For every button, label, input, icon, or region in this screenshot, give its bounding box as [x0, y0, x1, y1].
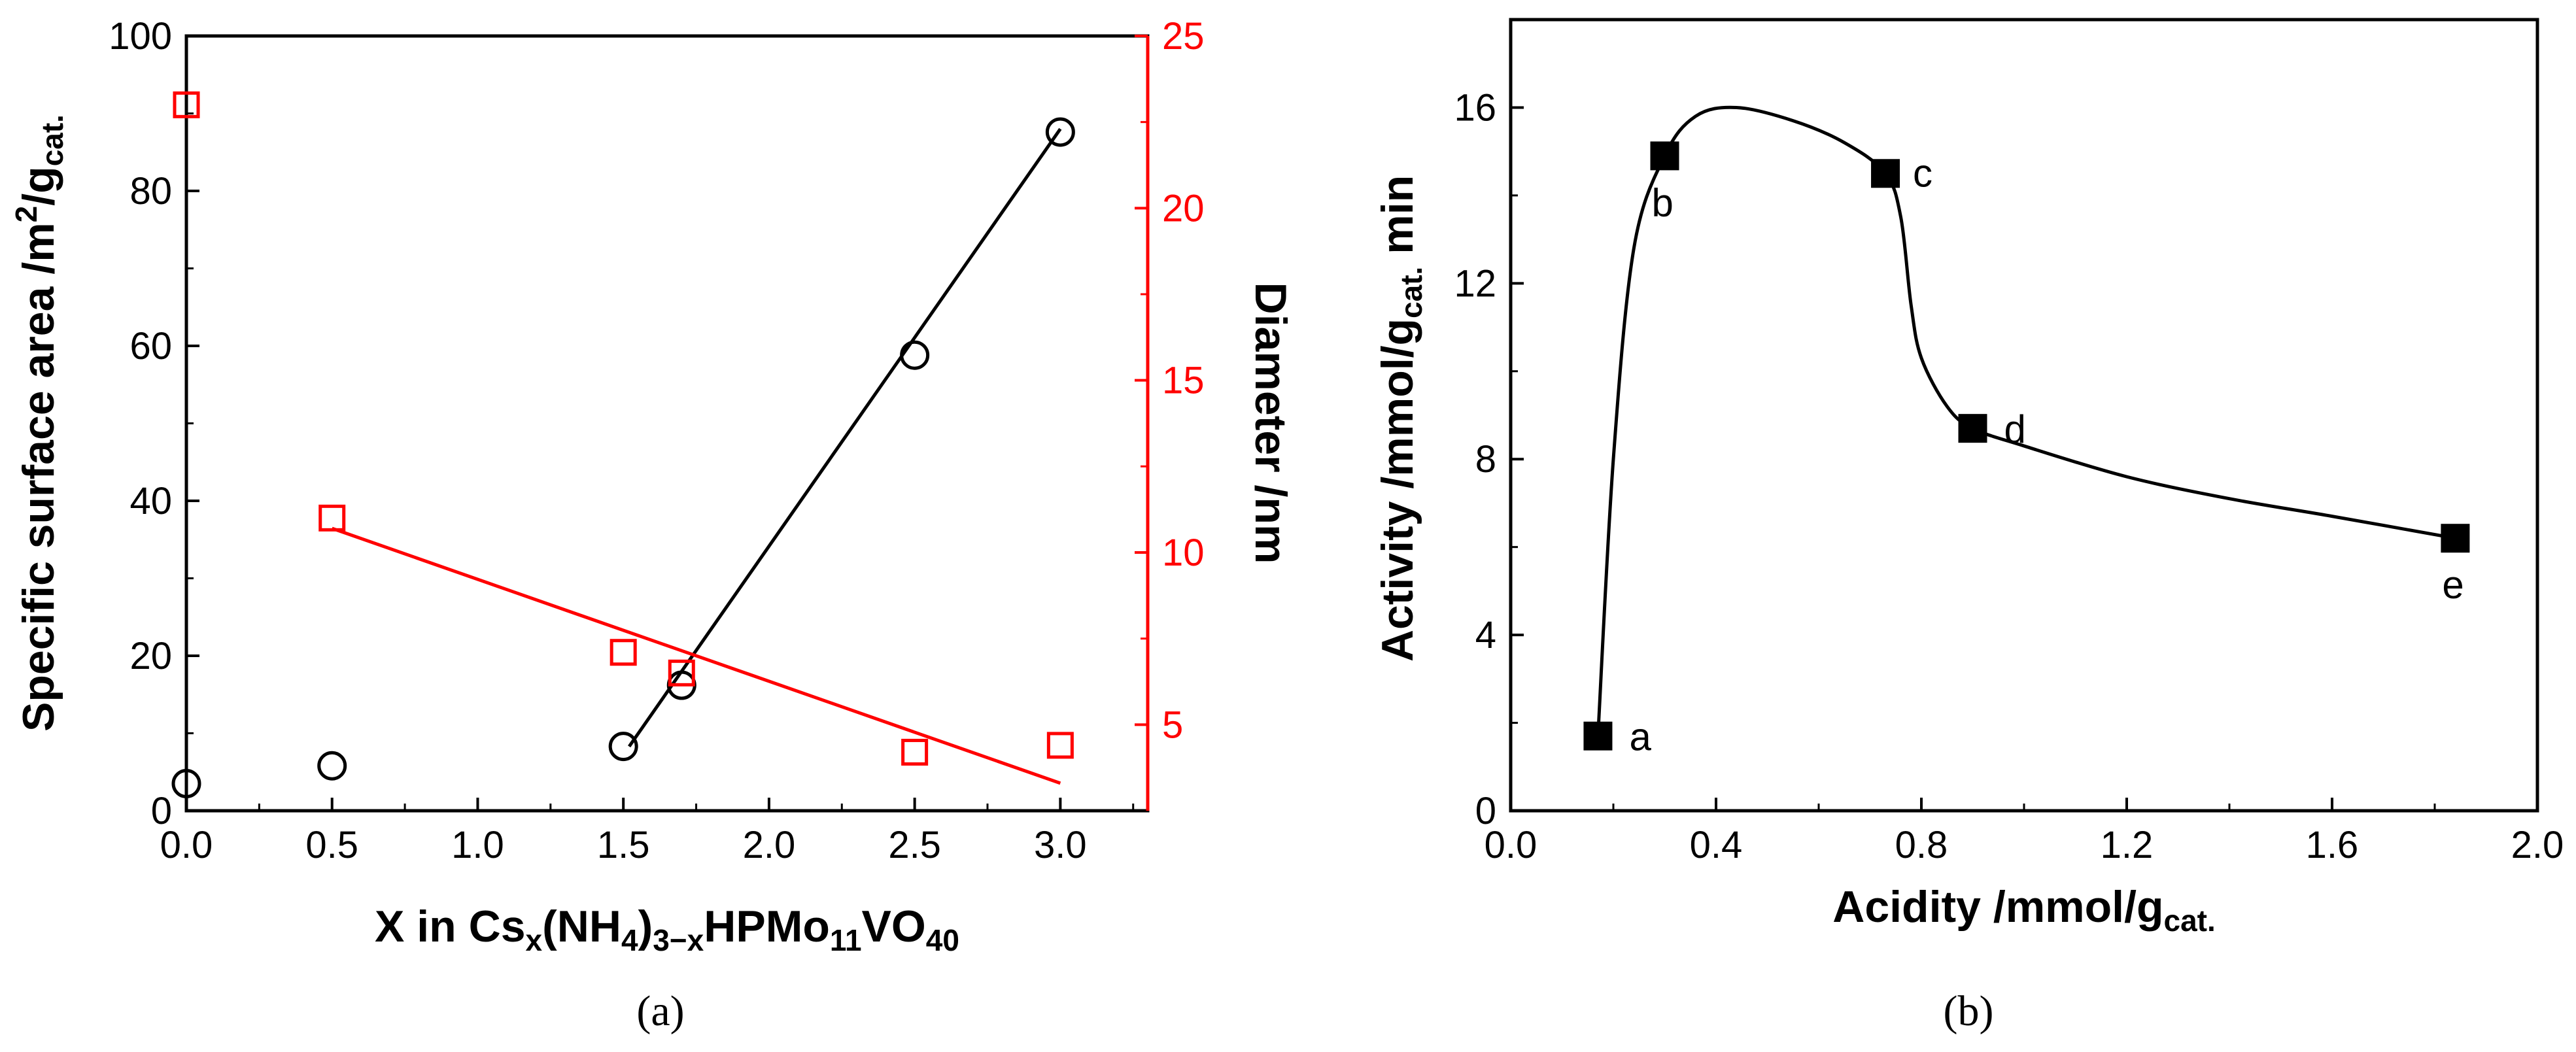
activity-point: [1650, 141, 1679, 171]
y-tick-label-left-a: 100: [109, 15, 172, 58]
fit-line-surface-area: [628, 127, 1062, 748]
y-tick-label-left-a: 40: [129, 480, 172, 522]
panel-caption-b: (b): [1944, 987, 1994, 1035]
diameter-point: [901, 738, 929, 766]
activity-point: [1583, 721, 1613, 751]
panel-caption-a: (a): [636, 987, 684, 1035]
y-tick-label-left-a: 60: [129, 325, 172, 367]
diameter-point: [318, 504, 346, 532]
y-tick-label-right-a: 15: [1162, 360, 1205, 402]
x-tick-label-b: 1.6: [2306, 824, 2359, 866]
x-axis-title-a: X in Csx(NH4)3−xHPMo11VO40: [375, 902, 959, 957]
y-tick-label-b: 16: [1454, 86, 1496, 129]
x-tick-label-b: 0.4: [1690, 824, 1743, 866]
y-tick-label-left-a: 0: [151, 790, 172, 832]
point-label: d: [2004, 407, 2026, 451]
x-tick-label-a: 1.0: [451, 824, 504, 866]
markers-b: a b c d e: [1583, 141, 2470, 759]
y-tick-label-right-a: 20: [1162, 187, 1205, 229]
y-tick-label-b: 4: [1475, 614, 1496, 656]
y-tick-label-b: 0: [1475, 790, 1496, 832]
y-axis-title-right-a: Diameter /nm: [1246, 282, 1296, 564]
activity-point: [2441, 524, 2470, 553]
surface-area-point: [608, 732, 638, 762]
activity-curve: [1596, 105, 2456, 736]
diameter-point: [1046, 732, 1074, 759]
diameter-point: [610, 639, 637, 666]
y-tick-label-right-a: 5: [1162, 704, 1183, 746]
y-tick-label-b: 12: [1454, 262, 1496, 305]
point-label: b: [1652, 180, 1674, 224]
surface-area-point: [317, 751, 347, 781]
x-tick-label-b: 0.0: [1485, 824, 1537, 866]
activity-point: [1958, 414, 1987, 443]
x-tick-label-b: 2.0: [2511, 824, 2564, 866]
axes-b: 0.0 0.4 0.8 1.2 1.6 2.0 0 4 8 12 16: [1454, 86, 2564, 866]
x-tick-label-a: 1.5: [597, 824, 650, 866]
surface-area-point: [1045, 117, 1075, 147]
x-tick-label-a: 2.0: [743, 824, 796, 866]
point-label: e: [2442, 563, 2464, 607]
y-tick-label-left-a: 80: [129, 170, 172, 212]
markers-a: [171, 91, 1075, 799]
x-tick-label-b: 0.8: [1895, 824, 1948, 866]
y-axis-title-b: Activity /mmol/gcat. min: [1373, 175, 1428, 662]
activity-point: [1871, 159, 1900, 188]
curve-b: [1596, 105, 2456, 736]
diameter-point: [173, 91, 200, 118]
panel-b: 0.0 0.4 0.8 1.2 1.6 2.0 0 4 8 12 16 a b c d e Acidity …: [1373, 18, 2564, 1035]
surface-area-point: [171, 769, 201, 799]
axes-a: 0.0 0.5 1.0 1.5 2.0 2.5 3.0 0 20 40 60 80 100 5 10 15 20…: [109, 15, 1204, 866]
diameter-point: [668, 659, 695, 687]
x-tick-label-a: 2.5: [888, 824, 941, 866]
y-axis-title-left-a: Specific surface area /m2/gcat.: [9, 114, 69, 732]
fit-line-diameter: [331, 526, 1061, 785]
y-tick-label-right-a: 25: [1162, 15, 1205, 58]
y-tick-label-right-a: 10: [1162, 532, 1205, 574]
x-tick-label-b: 1.2: [2101, 824, 2154, 866]
panel-a: 0.0 0.5 1.0 1.5 2.0 2.5 3.0 0 20 40 60 80 100 5 10 15 20…: [9, 15, 1296, 1035]
point-label: a: [1629, 715, 1651, 759]
point-label: c: [1913, 151, 1932, 195]
fit-lines-a: [331, 127, 1062, 785]
x-tick-label-a: 3.0: [1034, 824, 1087, 866]
x-tick-label-a: 0.0: [160, 824, 213, 866]
y-tick-label-left-a: 20: [129, 635, 172, 677]
y-tick-label-b: 8: [1475, 438, 1496, 481]
x-axis-title-b: Acidity /mmol/gcat.: [1832, 882, 2216, 938]
surface-area-point: [900, 340, 930, 370]
x-tick-label-a: 0.5: [305, 824, 358, 866]
